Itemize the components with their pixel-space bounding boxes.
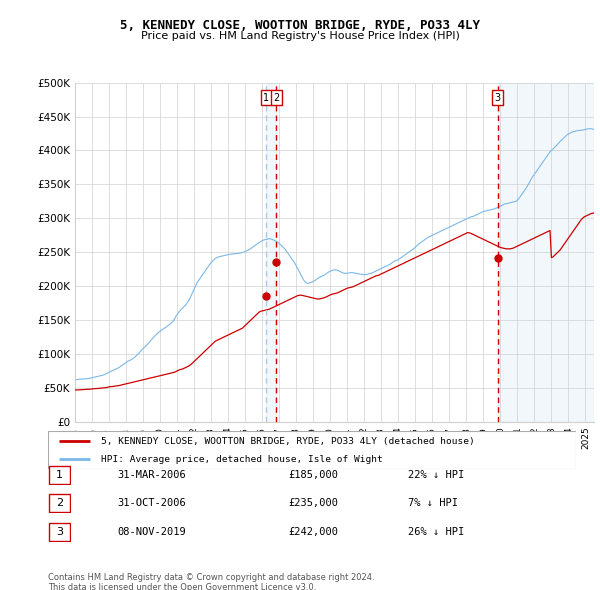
- Text: £185,000: £185,000: [288, 470, 338, 480]
- Text: 7% ↓ HPI: 7% ↓ HPI: [408, 499, 458, 508]
- Text: 3: 3: [495, 93, 501, 103]
- Text: This data is licensed under the Open Government Licence v3.0.: This data is licensed under the Open Gov…: [48, 583, 316, 590]
- Text: 08-NOV-2019: 08-NOV-2019: [117, 527, 186, 536]
- Text: 2: 2: [56, 499, 63, 508]
- Text: 5, KENNEDY CLOSE, WOOTTON BRIDGE, RYDE, PO33 4LY: 5, KENNEDY CLOSE, WOOTTON BRIDGE, RYDE, …: [120, 19, 480, 32]
- Text: HPI: Average price, detached house, Isle of Wight: HPI: Average price, detached house, Isle…: [101, 455, 383, 464]
- Text: 22% ↓ HPI: 22% ↓ HPI: [408, 470, 464, 480]
- Text: 5, KENNEDY CLOSE, WOOTTON BRIDGE, RYDE, PO33 4LY (detached house): 5, KENNEDY CLOSE, WOOTTON BRIDGE, RYDE, …: [101, 437, 475, 446]
- Bar: [266, 83, 277, 422]
- Text: 26% ↓ HPI: 26% ↓ HPI: [408, 527, 464, 536]
- Text: 2: 2: [273, 93, 280, 103]
- Text: £242,000: £242,000: [288, 527, 338, 536]
- Bar: [498, 83, 594, 422]
- Text: Contains HM Land Registry data © Crown copyright and database right 2024.: Contains HM Land Registry data © Crown c…: [48, 573, 374, 582]
- Text: 3: 3: [56, 527, 63, 536]
- Text: Price paid vs. HM Land Registry's House Price Index (HPI): Price paid vs. HM Land Registry's House …: [140, 31, 460, 41]
- Text: £235,000: £235,000: [288, 499, 338, 508]
- Text: 1: 1: [56, 470, 63, 480]
- Text: 31-OCT-2006: 31-OCT-2006: [117, 499, 186, 508]
- Text: 1: 1: [263, 93, 269, 103]
- Text: 31-MAR-2006: 31-MAR-2006: [117, 470, 186, 480]
